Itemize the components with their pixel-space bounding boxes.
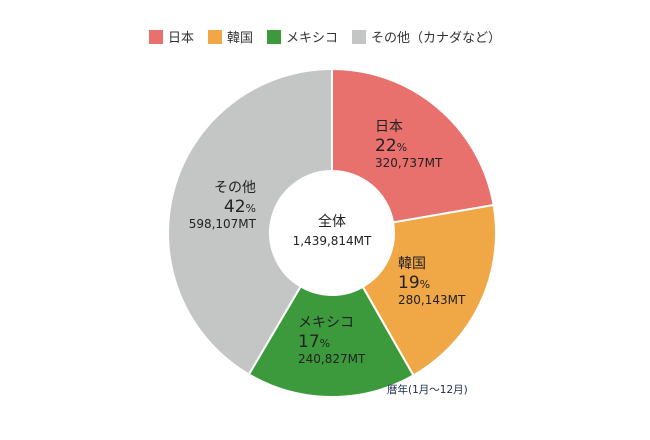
center-title: 全体 (318, 213, 346, 230)
legend-item: その他（カナダなど） (352, 27, 501, 46)
percent-value: 22 (375, 136, 397, 156)
period-note: 暦年(1月～12月) (387, 384, 468, 396)
legend: 日本 韓国 メキシコ その他（カナダなど） (0, 27, 650, 46)
value-label: 280,143MT (398, 293, 466, 307)
legend-swatch (207, 29, 222, 44)
slice-label: 日本 (375, 119, 403, 135)
slice-label: その他 (214, 180, 256, 196)
legend-swatch (267, 29, 281, 44)
percent-label: 22% (375, 136, 407, 156)
legend-label: その他（カナダなど） (371, 31, 502, 46)
pie-slice (331, 67, 495, 224)
value-label: 598,107MT (189, 217, 257, 231)
pie-slice (247, 285, 415, 398)
legend-item: 日本 (148, 27, 194, 46)
center-value: 1,439,814MT (293, 234, 372, 248)
percent-label: 17% (298, 332, 330, 352)
slice-label: 韓国 (398, 256, 426, 272)
legend-item: メキシコ (267, 27, 338, 46)
legend-label: 韓国 (226, 31, 253, 46)
percent-unit: % (320, 337, 330, 350)
percent-value: 42 (224, 197, 246, 217)
percent-unit: % (420, 278, 430, 291)
legend-label: 日本 (167, 31, 194, 46)
percent-unit: % (246, 202, 256, 215)
percent-label: 19% (398, 273, 430, 293)
legend-swatch (148, 29, 163, 44)
legend-item: 韓国 (207, 27, 253, 46)
pie-slice (361, 203, 497, 377)
percent-value: 19 (398, 273, 420, 293)
percent-label: 42% (224, 197, 256, 217)
value-label: 240,827MT (298, 352, 366, 366)
percent-value: 17 (298, 332, 320, 352)
percent-unit: % (397, 141, 407, 154)
legend-swatch (352, 29, 367, 44)
value-label: 320,737MT (375, 156, 443, 170)
slice-label: メキシコ (298, 315, 354, 331)
legend-label: メキシコ (286, 31, 339, 46)
pie-slice (167, 67, 333, 376)
